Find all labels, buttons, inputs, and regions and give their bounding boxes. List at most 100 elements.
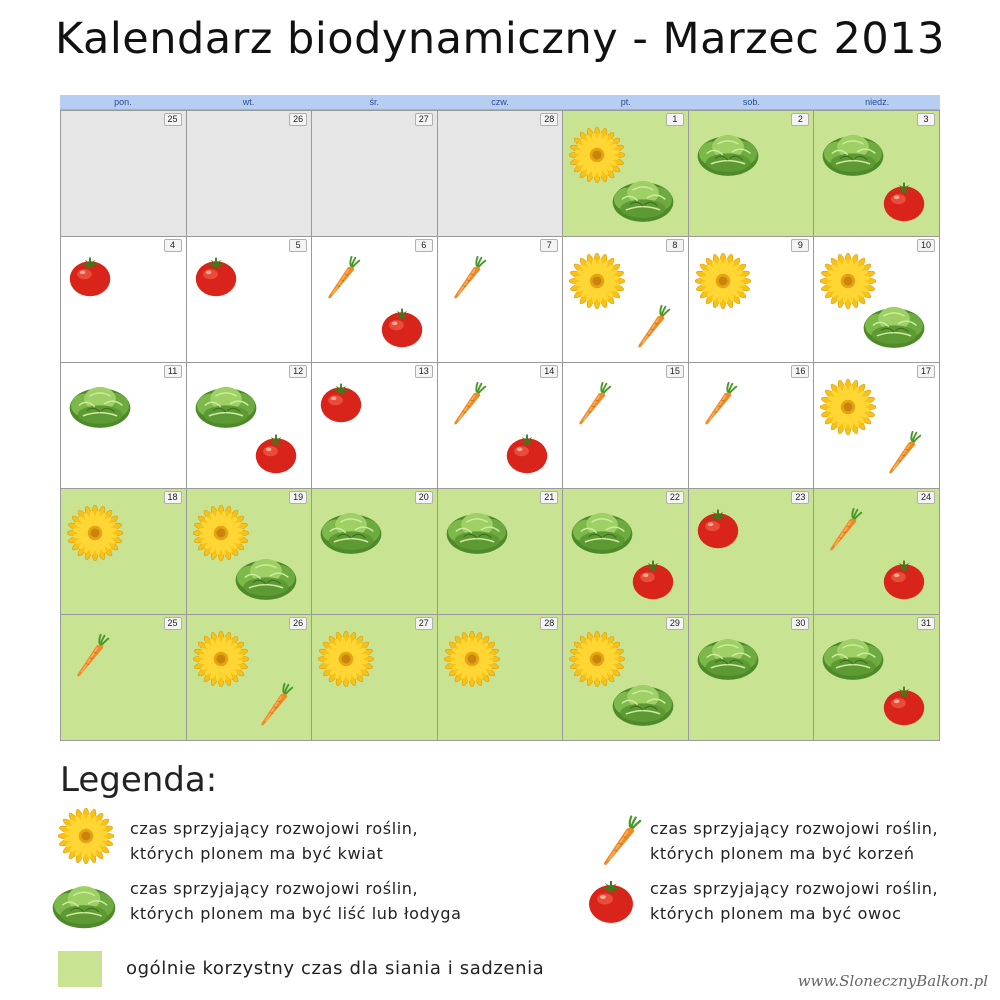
day-number: 21 (540, 491, 559, 504)
carrot-icon (820, 505, 868, 553)
flower-icon (569, 127, 626, 183)
day-number: 2 (791, 113, 810, 126)
tomato-icon (881, 178, 927, 224)
calendar-day-cell[interactable]: 4 (61, 237, 187, 363)
calendar-day-cell[interactable]: 1 (563, 111, 689, 237)
calendar-day-cell[interactable]: 24 (814, 489, 940, 615)
lettuce-icon (861, 299, 927, 350)
calendar-day-cell[interactable]: 16 (688, 363, 815, 489)
calendar-day-cell[interactable]: 8 (563, 237, 689, 363)
lettuce-icon (50, 878, 118, 935)
calendar-day-cell[interactable]: 7 (437, 237, 564, 363)
calendar-day-cell[interactable]: 18 (61, 489, 187, 615)
calendar-day-cell[interactable]: 13 (312, 363, 438, 489)
calendar-day-cell[interactable]: 19 (186, 489, 313, 615)
flower-icon (694, 253, 751, 309)
tomato-icon (586, 876, 636, 930)
calendar-day-cell[interactable]: 9 (688, 237, 815, 363)
weekday-label: sob. (742, 97, 760, 107)
calendar-day-cell[interactable]: 28 (437, 615, 564, 741)
calendar-day-cell[interactable]: 15 (563, 363, 689, 489)
day-number: 6 (414, 239, 433, 252)
calendar-day-cell[interactable]: 26 (186, 111, 313, 237)
weekday-label: pt. (620, 97, 631, 107)
tomato-icon (881, 682, 927, 728)
calendar-day-cell[interactable]: 20 (312, 489, 438, 615)
calendar-day-cell[interactable]: 5 (186, 237, 313, 363)
day-number: 5 (289, 239, 308, 252)
lettuce-icon (695, 127, 761, 178)
tomato-icon (67, 253, 113, 299)
calendar-day-cell[interactable]: 14 (437, 363, 564, 489)
calendar-day-cell[interactable]: 22 (563, 489, 689, 615)
day-number: 29 (665, 617, 684, 630)
calendar-day-cell[interactable]: 11 (61, 363, 187, 489)
lettuce-icon (820, 631, 886, 682)
calendar-day-cell[interactable]: 27 (312, 615, 438, 741)
flower-icon (443, 631, 500, 687)
legend-flower-line1: czas sprzyjający rozwojowi roślin, (130, 819, 419, 838)
weekday-label: pon. (114, 97, 132, 107)
calendar-day-cell[interactable]: 27 (312, 111, 438, 237)
flower-icon (569, 253, 626, 309)
day-number: 20 (414, 491, 433, 504)
calendar-day-cell[interactable]: 10 (814, 237, 940, 363)
carrot-icon (444, 379, 492, 427)
page-title: Kalendarz biodynamiczny - Marzec 2013 (55, 14, 945, 64)
calendar-day-cell[interactable]: 26 (186, 615, 313, 741)
legend-root-line1: czas sprzyjający rozwojowi roślin, (650, 819, 939, 838)
flower-icon (192, 505, 249, 561)
day-number: 27 (414, 617, 433, 630)
lettuce-icon (193, 379, 259, 430)
lettuce-icon (820, 127, 886, 178)
day-number: 24 (916, 491, 935, 504)
calendar-day-cell[interactable]: 3 (814, 111, 940, 237)
good-time-swatch (58, 951, 102, 987)
lettuce-icon (444, 505, 510, 556)
calendar-day-cell[interactable]: 2 (688, 111, 815, 237)
day-number: 31 (916, 617, 935, 630)
calendar-day-cell[interactable]: 28 (437, 111, 564, 237)
calendar-day-cell[interactable]: 30 (688, 615, 815, 741)
calendar-day-cell[interactable]: 21 (437, 489, 564, 615)
calendar-day-cell[interactable]: 25 (61, 111, 187, 237)
day-number: 23 (791, 491, 810, 504)
flower-icon (820, 379, 877, 435)
tomato-icon (379, 304, 425, 350)
weekday-header: pon. wt. śr. czw. pt. sob. niedz. (60, 95, 940, 110)
day-number: 3 (916, 113, 935, 126)
tomato-icon (253, 430, 299, 476)
day-number: 14 (540, 365, 559, 378)
day-number: 12 (289, 365, 308, 378)
day-number: 18 (163, 491, 182, 504)
calendar-day-cell[interactable]: 25 (61, 615, 187, 741)
day-number: 9 (791, 239, 810, 252)
flower-icon (57, 807, 115, 868)
lettuce-icon (67, 379, 133, 430)
carrot-icon (569, 379, 617, 427)
tomato-icon (318, 379, 364, 425)
lettuce-icon (569, 505, 635, 556)
lettuce-icon (610, 173, 676, 224)
website-url[interactable]: www.SlonecznyBalkon.pl (797, 972, 988, 990)
tomato-icon (881, 556, 927, 602)
carrot-icon (67, 631, 115, 679)
day-number: 19 (289, 491, 308, 504)
day-number: 4 (163, 239, 182, 252)
day-number: 25 (163, 617, 182, 630)
flower-icon (318, 631, 375, 687)
legend-leaf-line2: których plonem ma być liść lub łodyga (130, 904, 462, 923)
calendar-day-cell[interactable]: 23 (688, 489, 815, 615)
calendar-day-cell[interactable]: 31 (814, 615, 940, 741)
carrot-icon (318, 253, 366, 301)
day-number: 1 (665, 113, 684, 126)
calendar-day-cell[interactable]: 17 (814, 363, 940, 489)
calendar-day-cell[interactable]: 6 (312, 237, 438, 363)
lettuce-icon (610, 677, 676, 728)
calendar-day-cell[interactable]: 29 (563, 615, 689, 741)
day-number: 8 (665, 239, 684, 252)
calendar-day-cell[interactable]: 12 (186, 363, 313, 489)
lettuce-icon (233, 551, 299, 602)
day-number: 26 (289, 617, 308, 630)
flower-icon (192, 631, 249, 687)
